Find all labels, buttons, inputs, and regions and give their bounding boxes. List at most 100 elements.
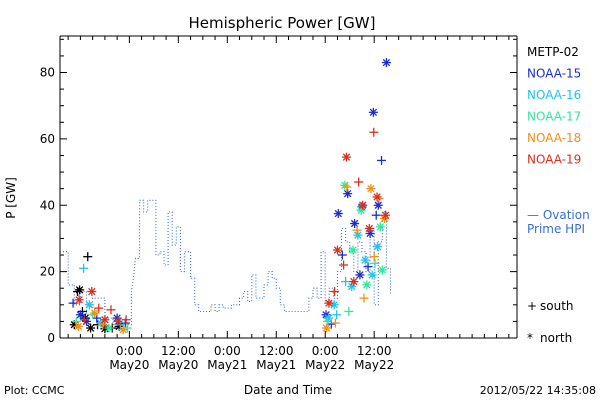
north-point [74,295,84,305]
x-tick-label-date: May20 [158,358,198,372]
north-point [321,323,331,333]
north-point [324,298,334,308]
star-d2-stroke [325,299,333,307]
star-d2-stroke [105,324,113,332]
x-tick-label-date: May21 [207,358,247,372]
north-point [372,192,382,202]
south-point [94,303,104,313]
south-point [341,277,351,287]
legend-entry-noaa-17: NOAA-17 [527,110,581,124]
y-tick-label: 20 [40,265,55,279]
marker-key-north-label: north [540,331,572,345]
north-point [343,189,353,199]
x-tick-label-time: 12:00 [259,344,294,358]
north-point [84,300,94,310]
south-point [106,305,116,315]
north-point [358,200,368,210]
north-point [350,219,360,229]
north-point [73,321,83,331]
star-d2-stroke [322,324,331,332]
star-d2-stroke [374,201,382,209]
north-point [340,180,350,190]
north-point [118,325,128,335]
ovation-legend-line1: — Ovation [527,208,590,222]
north-point [100,315,110,325]
north-point [113,316,123,326]
legend-entry-noaa-18: NOAA-18 [527,131,581,145]
north-point [349,277,359,287]
marker-key-north-symbol: * [527,331,533,345]
star-d2-stroke [350,277,358,286]
star-d2-stroke [74,322,83,331]
south-point [369,252,379,262]
north-point [364,223,374,233]
star-d2-stroke [376,223,385,231]
star-d2-stroke [361,256,369,264]
plot-credit: Plot: CCMC [4,384,65,397]
north-point [362,280,372,290]
south-point [377,155,387,165]
marker-key-south-label: south [540,299,574,313]
x-tick-label-time: 0:00 [116,344,143,358]
north-point [377,265,387,275]
series-noaa-15 [68,58,391,329]
north-point [333,209,343,219]
north-point [75,285,85,295]
x-tick-label-date: May22 [354,358,394,372]
north-point [372,242,382,252]
ovation-hpi-line [60,199,392,326]
star-d2-stroke [354,231,362,239]
star-d2-stroke [333,246,342,254]
south-point [330,318,340,328]
star-d2-stroke [363,281,371,289]
south-point [330,287,340,297]
north-point [375,222,385,232]
north-point [366,184,376,194]
south-point [337,250,347,260]
star-d2-stroke [334,209,342,218]
y-tick-label: 80 [40,66,55,80]
x-tick-label-date: May20 [109,358,149,372]
star-d2-stroke [365,224,373,233]
north-point [75,310,85,320]
star-d2-stroke [75,296,83,304]
x-tick-label-time: 0:00 [312,344,339,358]
star-d2-stroke [330,301,338,309]
x-tick-label-time: 12:00 [161,344,196,358]
series-noaa-18 [73,182,389,335]
series-noaa-16 [79,230,382,330]
north-point [90,308,100,318]
star-d2-stroke [369,108,378,117]
star-d2-stroke [342,153,351,161]
north-point [368,107,378,117]
y-tick-label: 0 [47,331,55,345]
star-d2-stroke [324,314,333,322]
legend-entry-metp-02: METP-02 [527,45,579,59]
star-d2-stroke [373,243,382,251]
legend-entry-noaa-16: NOAA-16 [527,88,581,102]
ovation-legend-line2: Prime HPI [527,222,585,236]
north-point [341,152,351,162]
star-d2-stroke [367,184,375,193]
south-point [344,306,354,316]
north-point [332,245,342,255]
south-point [369,127,379,137]
star-d2-stroke [119,326,127,334]
star-d2-stroke [113,314,121,322]
star-d2-stroke [359,201,367,209]
series-noaa-19 [74,127,391,326]
marker-key: + south * north [527,299,574,345]
x-tick-label-time: 12:00 [357,344,392,358]
x-axis-label: Date and Time [244,383,332,397]
south-point [371,210,381,220]
north-point [360,255,370,265]
y-axis-label: P [GW] [4,177,18,219]
y-tick-label: 60 [40,132,55,146]
star-d2-stroke [343,189,352,198]
south-point [352,225,362,235]
plot-timestamp: 2012/05/22 14:35:08 [480,384,596,397]
north-point [87,287,97,297]
y-tick-label: 40 [40,198,55,212]
north-point [82,316,92,326]
